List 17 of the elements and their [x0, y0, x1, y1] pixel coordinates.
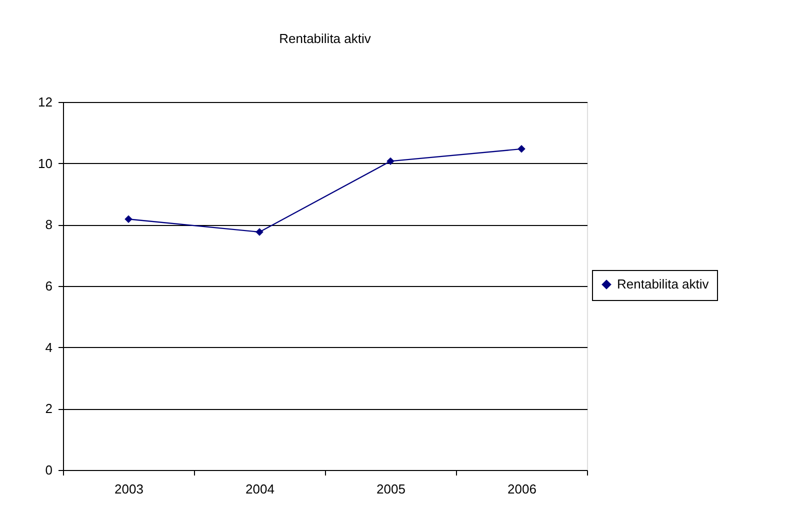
point	[256, 228, 264, 236]
x-tick-label: 2004	[246, 482, 274, 496]
point	[124, 215, 132, 224]
legend-label: Rentabilita aktiv	[617, 276, 710, 292]
chart-title: Rentabilita aktiv	[279, 31, 372, 46]
y-tick-label: 8	[45, 217, 52, 232]
y-tick-label: 0	[45, 462, 52, 478]
y-tick-label: 6	[45, 278, 52, 294]
y-tick-label: 10	[38, 156, 52, 171]
x-tick-label: 2005	[376, 482, 406, 496]
y-tick-label: 12	[38, 94, 52, 110]
y-tick-label: 4	[45, 340, 52, 355]
x-tick-label: 2003	[114, 482, 144, 496]
point	[386, 157, 394, 166]
x-tick-label: 2006	[508, 482, 536, 496]
y-tick-label: 2	[45, 401, 52, 416]
point	[518, 145, 526, 153]
